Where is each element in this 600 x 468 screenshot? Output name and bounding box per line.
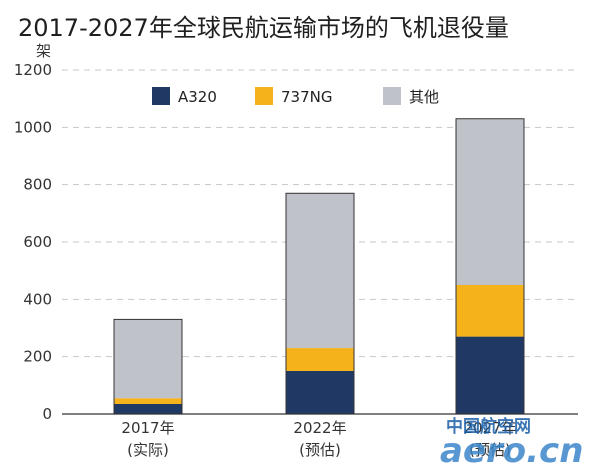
x-cat-0-line2: (实际) [127,441,169,459]
bar-1-737NG [286,348,354,371]
x-axis-categories: 2017年 (实际) 2022年 (预估) 2027年 (预估) [121,419,516,459]
bar-1-A320 [286,371,354,414]
x-cat-1-line1: 2022年 [293,419,346,437]
chart-title: 2017-2027年全球民航运输市场的飞机退役量 [18,14,509,42]
x-cat-1-line2: (预估) [299,441,341,459]
bars [113,118,525,415]
y-tick-2: 400 [23,290,52,308]
y-tick-5: 1000 [14,118,52,136]
legend-swatch-2 [383,87,401,105]
y-tick-4: 800 [23,176,52,194]
x-cat-2-line2: (预估) [469,441,511,459]
legend-label-2: 其他 [409,88,439,106]
y-axis-unit: 架 [36,42,51,60]
legend-label-0: A320 [178,88,217,106]
legend-swatch-0 [152,87,170,105]
legend: A320 737NG 其他 [152,87,439,106]
watermark-en: aero.cn [440,431,583,468]
legend-label-1: 737NG [281,88,332,106]
y-axis-ticks: 0 200 400 600 800 1000 1200 [14,61,52,423]
legend-swatch-1 [255,87,273,105]
watermark: 中国航空网 aero.cn [440,416,583,468]
bar-1-其他 [286,193,354,349]
x-cat-2-line1: 2027年 [463,419,516,437]
bar-0-其他 [114,319,182,399]
bar-2-737NG [456,285,524,337]
y-tick-6: 1200 [14,61,52,79]
y-tick-3: 600 [23,233,52,251]
y-tick-1: 200 [23,348,52,366]
bar-2-其他 [456,118,524,285]
bar-2-A320 [456,336,524,414]
x-cat-0-line1: 2017年 [121,419,174,437]
bar-0-A320 [114,403,182,414]
bar-0-737NG [114,398,182,404]
watermark-cn: 中国航空网 [446,416,531,437]
y-tick-0: 0 [42,405,52,423]
